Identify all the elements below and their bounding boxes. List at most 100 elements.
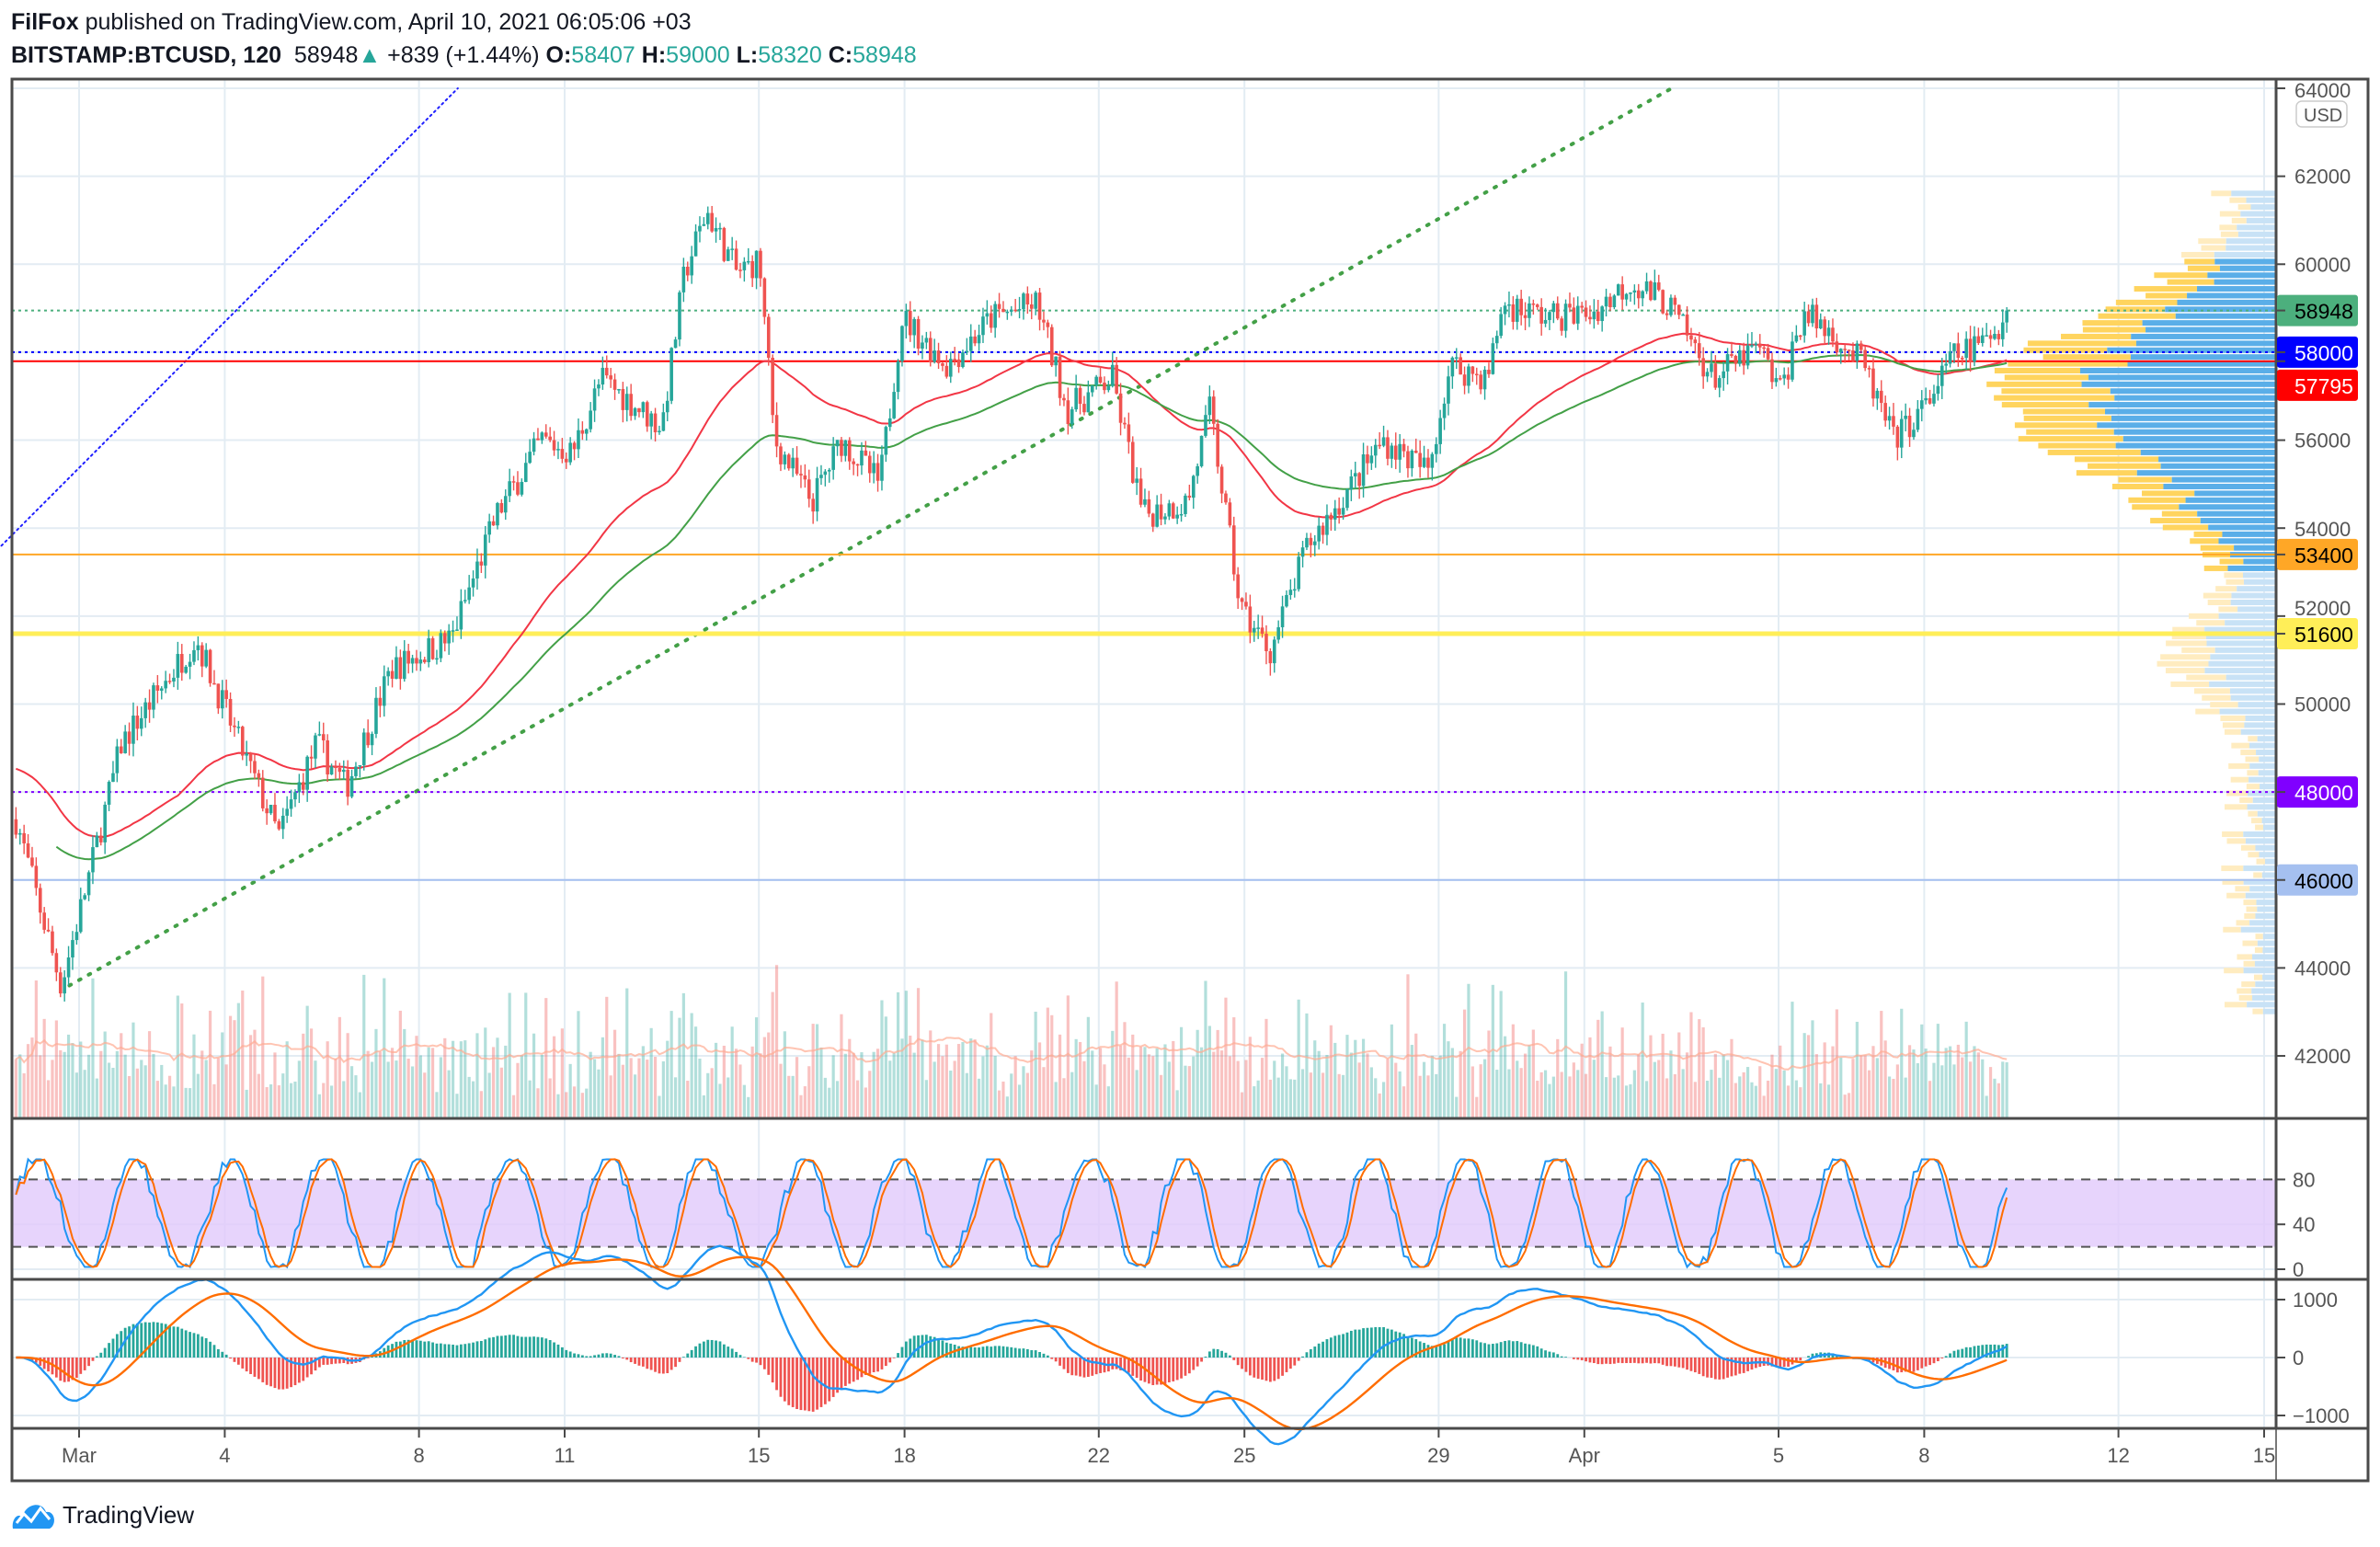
macd-histogram-bar bbox=[1241, 1358, 1243, 1369]
author-name[interactable]: FilFox bbox=[11, 9, 79, 35]
volume-bar bbox=[929, 1030, 933, 1118]
volume-bar bbox=[1216, 1029, 1219, 1118]
volume-bar bbox=[1394, 1062, 1398, 1118]
macd-histogram-bar bbox=[1018, 1348, 1021, 1358]
price-label-badge bbox=[2277, 336, 2358, 368]
volume-bar bbox=[1847, 1093, 1851, 1118]
macd-histogram-bar bbox=[435, 1343, 439, 1358]
volume-bar bbox=[1325, 1054, 1329, 1118]
volume-bar bbox=[1673, 1073, 1676, 1118]
volume-bar bbox=[1855, 1021, 1859, 1118]
macd-histogram-bar bbox=[553, 1342, 555, 1358]
volume-bar bbox=[855, 1080, 860, 1118]
volume-profile-down-bar bbox=[2105, 306, 2166, 313]
candle-body bbox=[977, 335, 981, 344]
candle-body bbox=[439, 633, 443, 659]
macd-histogram-bar bbox=[1135, 1358, 1139, 1379]
macd-histogram-bar bbox=[787, 1358, 791, 1405]
macd-histogram-bar bbox=[1564, 1357, 1567, 1358]
volume-bar bbox=[621, 1064, 624, 1118]
volume-profile-down-bar bbox=[2224, 804, 2248, 810]
volume-bar bbox=[985, 1045, 989, 1118]
candle-body bbox=[17, 832, 22, 835]
macd-histogram-bar bbox=[2005, 1344, 2008, 1358]
macd-histogram-bar bbox=[1025, 1348, 1029, 1358]
macd-histogram-bar bbox=[1726, 1358, 1729, 1378]
tradingview-logo[interactable]: TradingView bbox=[11, 1499, 194, 1530]
candle-body bbox=[1305, 537, 1309, 548]
volume-bar bbox=[747, 1096, 750, 1118]
volume-bar bbox=[398, 1010, 402, 1118]
volume-profile-up-bar bbox=[2208, 660, 2276, 667]
volume-bar bbox=[1240, 1092, 1244, 1118]
volume-bar bbox=[977, 1078, 981, 1118]
candle-body bbox=[475, 561, 479, 579]
candle-body bbox=[1774, 378, 1779, 383]
candle-body bbox=[523, 463, 528, 483]
candle-body bbox=[1515, 298, 1519, 322]
volume-bar bbox=[1280, 1053, 1285, 1118]
volume-bar bbox=[1528, 1045, 1531, 1118]
volume-bar bbox=[1086, 1016, 1090, 1118]
macd-histogram-bar bbox=[160, 1323, 164, 1358]
macd-histogram-bar bbox=[828, 1358, 831, 1402]
macd-histogram-bar bbox=[884, 1358, 887, 1367]
macd-histogram-bar bbox=[1544, 1350, 1547, 1358]
low-value: 58320 bbox=[758, 42, 822, 68]
macd-histogram-bar bbox=[427, 1341, 430, 1358]
volume-bar bbox=[1782, 1070, 1786, 1118]
candle-body bbox=[71, 940, 74, 958]
volume-profile-up-bar bbox=[2258, 770, 2276, 776]
candle-body bbox=[1256, 627, 1260, 629]
candle-body bbox=[147, 702, 152, 710]
macd-histogram-bar bbox=[836, 1358, 839, 1393]
macd-histogram-bar bbox=[609, 1353, 612, 1358]
volume-ma-line bbox=[15, 1037, 2008, 1071]
macd-histogram-bar bbox=[285, 1358, 289, 1389]
candle-body bbox=[38, 888, 42, 913]
macd-histogram-bar bbox=[1418, 1341, 1422, 1358]
candle-body bbox=[410, 658, 415, 664]
candle-body bbox=[248, 753, 253, 762]
candle-body bbox=[705, 212, 710, 224]
candle-body bbox=[1705, 372, 1710, 377]
macd-histogram-bar bbox=[897, 1353, 899, 1358]
volume-bar bbox=[1232, 1017, 1236, 1118]
volume-bar bbox=[875, 1049, 880, 1118]
macd-histogram-bar bbox=[398, 1341, 402, 1358]
macd-histogram-bar bbox=[1297, 1358, 1300, 1361]
volume-bar bbox=[1932, 1062, 1936, 1118]
candle-body bbox=[1503, 305, 1507, 315]
candle-body bbox=[1378, 444, 1381, 447]
macd-histogram-bar bbox=[293, 1358, 297, 1386]
candle-body bbox=[1956, 343, 1961, 359]
candle-body bbox=[815, 477, 819, 512]
candle-body bbox=[1649, 281, 1653, 301]
candle-body bbox=[718, 227, 722, 230]
candle-body bbox=[1312, 541, 1317, 545]
volume-bar bbox=[1548, 1083, 1551, 1118]
macd-histogram-bar bbox=[722, 1344, 726, 1358]
volume-profile-up-bar bbox=[2127, 361, 2276, 367]
volume-profile-down-bar bbox=[2244, 912, 2256, 919]
volume-bar bbox=[1592, 1060, 1596, 1118]
volume-profile-down-bar bbox=[2226, 790, 2248, 796]
candle-body bbox=[1224, 493, 1228, 503]
candle-body bbox=[734, 248, 738, 270]
macd-histogram-bar bbox=[1787, 1358, 1790, 1367]
volume-profile-up-bar bbox=[2256, 750, 2276, 756]
volume-profile-up-bar bbox=[2257, 810, 2276, 817]
volume-bar bbox=[1285, 1066, 1288, 1118]
macd-histogram-bar bbox=[674, 1358, 677, 1368]
macd-histogram-bar bbox=[1127, 1358, 1130, 1373]
macd-histogram-bar bbox=[297, 1358, 301, 1383]
volume-bar bbox=[1058, 1034, 1062, 1118]
volume-bar bbox=[1734, 1083, 1737, 1118]
candle-body bbox=[1329, 514, 1333, 520]
candle-body bbox=[779, 446, 783, 464]
volume-profile-up-bar bbox=[2177, 299, 2276, 305]
volume-bar bbox=[617, 1053, 621, 1118]
candle-body bbox=[395, 657, 398, 679]
price-label-badge bbox=[2277, 776, 2358, 808]
